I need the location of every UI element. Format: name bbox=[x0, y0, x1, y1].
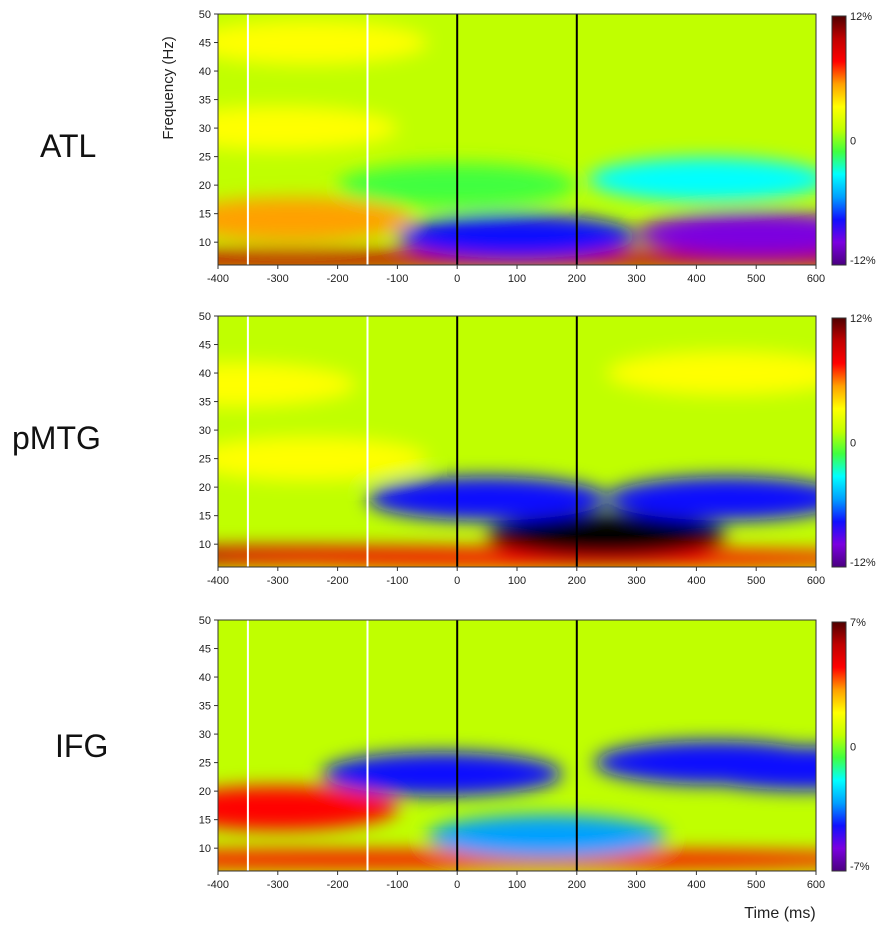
heatmap-feature bbox=[218, 786, 398, 831]
y-tick-label: 10 bbox=[199, 539, 211, 551]
y-tick-label: 20 bbox=[199, 786, 211, 798]
y-tick-label: 45 bbox=[199, 644, 211, 656]
x-tick-label: 300 bbox=[627, 273, 645, 285]
x-axis-label: Time (ms) bbox=[744, 905, 815, 922]
y-tick-label: 25 bbox=[199, 152, 211, 164]
y-tick-label: 40 bbox=[199, 66, 211, 78]
panel-atl: 10 15 20 25 30 35 40 45 50 -400 -300 -200 -100 0 100 20… bbox=[199, 9, 876, 285]
x-tick-label: 100 bbox=[508, 273, 526, 285]
x-tick-label: 400 bbox=[687, 575, 705, 587]
colorbar-min-label: -7% bbox=[850, 861, 870, 873]
x-tick-label: 100 bbox=[508, 575, 526, 587]
heatmap-feature bbox=[606, 351, 816, 396]
y-tick-label: 10 bbox=[199, 237, 211, 249]
y-tick-label: 35 bbox=[199, 397, 211, 409]
x-tick-label: 0 bbox=[454, 273, 460, 285]
x-tick-label: 0 bbox=[454, 575, 460, 587]
heatmap-feature bbox=[218, 436, 428, 481]
colorbar-max-label: 12% bbox=[850, 11, 872, 23]
heatmap-feature bbox=[218, 362, 356, 407]
y-tick-label: 30 bbox=[199, 425, 211, 437]
heatmap-feature bbox=[322, 752, 563, 797]
y-tick-label: 25 bbox=[199, 454, 211, 466]
x-tick-label: 300 bbox=[627, 575, 645, 587]
x-tick-label: 100 bbox=[508, 879, 526, 891]
x-tick-label: 500 bbox=[747, 273, 765, 285]
panel-label-ifg: IFG bbox=[55, 728, 109, 764]
panel-ifg: 10 15 20 25 30 35 40 45 50 -400 -300 -200 -100 0 100 20… bbox=[199, 615, 870, 891]
heatmap-feature bbox=[636, 211, 816, 256]
x-tick-label: 0 bbox=[454, 879, 460, 891]
heatmap-feature bbox=[218, 197, 413, 242]
y-tick-label: 15 bbox=[199, 511, 211, 523]
x-tick-label: 400 bbox=[687, 879, 705, 891]
x-tick-label: -400 bbox=[207, 879, 229, 891]
x-tick-label: 600 bbox=[807, 273, 825, 285]
x-tick-label: -200 bbox=[327, 273, 349, 285]
y-tick-label: 35 bbox=[199, 95, 211, 107]
y-tick-label: 15 bbox=[199, 209, 211, 221]
heatmap-feature bbox=[684, 746, 816, 791]
colorbar bbox=[831, 317, 847, 568]
y-tick-label: 50 bbox=[199, 615, 211, 627]
heatmap-feature bbox=[218, 106, 398, 151]
y-tick-label: 20 bbox=[199, 482, 211, 494]
x-tick-label: -300 bbox=[267, 273, 289, 285]
x-tick-label: 500 bbox=[747, 879, 765, 891]
colorbar bbox=[831, 15, 847, 266]
y-tick-label: 35 bbox=[199, 701, 211, 713]
x-tick-label: -400 bbox=[207, 273, 229, 285]
heatmap-feature bbox=[426, 814, 667, 859]
x-tick-label: 200 bbox=[568, 575, 586, 587]
y-axis-label: Frequency (Hz) bbox=[160, 36, 177, 139]
panel-label-pmtg: pMTG bbox=[12, 420, 101, 456]
colorbar-max-label: 7% bbox=[850, 617, 866, 629]
heatmap-feature bbox=[486, 513, 727, 558]
x-tick-label: -300 bbox=[267, 575, 289, 587]
panel-pmtg: 10 15 20 25 30 35 40 45 50 -400 -300 -200 -100 0 100 20… bbox=[199, 311, 876, 587]
x-tick-label: 400 bbox=[687, 273, 705, 285]
colorbar bbox=[831, 621, 847, 872]
heatmap-feature bbox=[367, 476, 608, 521]
y-tick-label: 30 bbox=[199, 123, 211, 135]
x-tick-label: 600 bbox=[807, 879, 825, 891]
colorbar-mid-label: 0 bbox=[850, 136, 856, 148]
y-tick-label: 40 bbox=[199, 368, 211, 380]
x-tick-label: -300 bbox=[267, 879, 289, 891]
colorbar-mid-label: 0 bbox=[850, 742, 856, 754]
x-tick-label: -200 bbox=[327, 879, 349, 891]
x-tick-label: -100 bbox=[386, 575, 408, 587]
y-tick-label: 30 bbox=[199, 729, 211, 741]
x-tick-label: 300 bbox=[627, 879, 645, 891]
panel-label-atl: ATL bbox=[40, 128, 97, 164]
y-tick-label: 40 bbox=[199, 672, 211, 684]
y-tick-label: 45 bbox=[199, 340, 211, 352]
x-tick-label: 500 bbox=[747, 575, 765, 587]
x-tick-label: 200 bbox=[568, 273, 586, 285]
y-tick-label: 50 bbox=[199, 311, 211, 323]
y-tick-label: 45 bbox=[199, 38, 211, 50]
heatmap-feature bbox=[588, 157, 816, 202]
x-tick-label: 600 bbox=[807, 575, 825, 587]
y-tick-label: 15 bbox=[199, 815, 211, 827]
heatmap-feature bbox=[218, 20, 428, 65]
y-tick-label: 50 bbox=[199, 9, 211, 21]
heatmap-feature bbox=[606, 476, 816, 521]
x-tick-label: -200 bbox=[327, 575, 349, 587]
colorbar-min-label: -12% bbox=[850, 557, 876, 569]
y-tick-label: 10 bbox=[199, 843, 211, 855]
y-tick-label: 25 bbox=[199, 758, 211, 770]
x-tick-label: -100 bbox=[386, 879, 408, 891]
x-tick-label: -100 bbox=[386, 273, 408, 285]
x-tick-label: -400 bbox=[207, 575, 229, 587]
colorbar-max-label: 12% bbox=[850, 313, 872, 325]
heatmap-feature bbox=[397, 214, 637, 259]
colorbar-mid-label: 0 bbox=[850, 438, 856, 450]
x-tick-label: 200 bbox=[568, 879, 586, 891]
y-tick-label: 20 bbox=[199, 180, 211, 192]
colorbar-min-label: -12% bbox=[850, 255, 876, 267]
